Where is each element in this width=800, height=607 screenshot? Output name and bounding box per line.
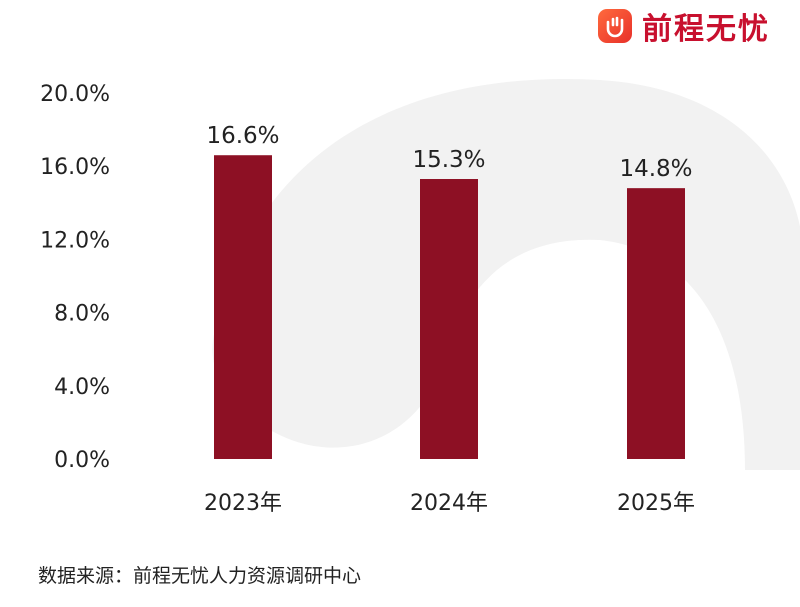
value-labels: 16.6% 15.3% 14.8% [206,123,692,182]
bar [420,179,478,459]
bars [214,155,685,459]
bar-value-label: 16.6% [206,123,279,149]
bar-value-label: 14.8% [619,156,692,182]
y-tick-label: 8.0% [54,302,110,327]
x-axis: 2023年 2024年 2025年 [204,491,695,516]
x-category-label: 2024年 [410,491,488,516]
y-tick-label: 20.0% [40,82,110,107]
y-tick-label: 12.0% [40,228,110,253]
bar-value-label: 15.3% [412,147,485,173]
y-tick-label: 4.0% [54,375,110,400]
source-note: 数据来源：前程无忧人力资源调研中心 [38,565,362,587]
brand-logo: 前程无忧 [598,4,770,48]
y-tick-label: 0.0% [54,448,110,473]
bar [214,155,272,459]
x-category-label: 2025年 [617,491,695,516]
y-tick-label: 16.0% [40,155,110,180]
bar [627,188,685,459]
brand-name: 前程无忧 [642,12,770,47]
y-axis: 0.0% 4.0% 8.0% 12.0% 16.0% 20.0% [40,82,110,473]
x-category-label: 2023年 [204,491,282,516]
hand-logo-icon [598,9,632,43]
